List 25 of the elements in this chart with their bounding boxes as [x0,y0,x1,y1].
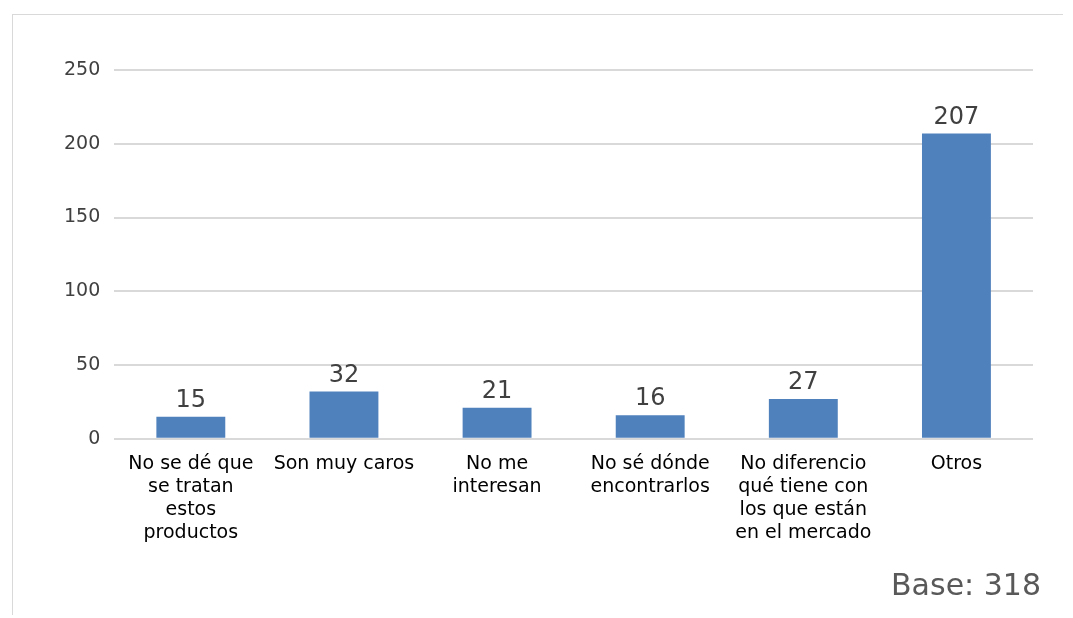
x-tick-label: No sé dónde encontrarlos [590,451,710,496]
bar [156,416,226,438]
data-label: 16 [634,383,666,412]
data-label: 207 [933,101,980,130]
data-label: 32 [328,359,360,388]
x-tick-label: No me interesan [452,451,542,496]
y-tick-label: 100 [64,278,101,301]
bar [768,398,838,438]
data-label: 27 [788,367,819,396]
y-tick-label: 250 [64,56,101,79]
bar [615,415,685,438]
x-tick-label: No se dé que se tratan estos productos [128,451,254,542]
text: Base: 318 [891,567,1041,602]
x-tick-label: Son muy caros [273,451,415,474]
y-tick-label: 200 [64,130,101,153]
bar [921,133,991,438]
y-tick-label: 150 [64,204,101,227]
data-label: 15 [175,384,207,413]
bar [462,407,532,438]
x-tick-label: No diferencio qué tiene con los que están en el mercado [735,451,872,542]
y-tick-label: 0 [88,425,101,448]
data-label: 21 [481,376,513,405]
y-tick-label: 50 [76,351,101,374]
bar [309,391,379,438]
x-tick-label: Otros [930,451,983,474]
